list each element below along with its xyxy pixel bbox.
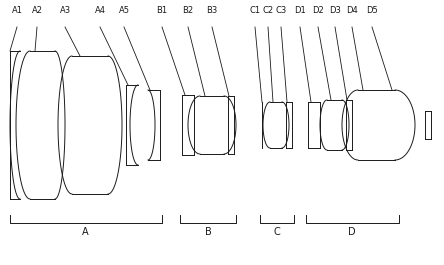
Text: A: A (82, 227, 88, 237)
Text: D4: D4 (346, 6, 358, 15)
Text: D2: D2 (312, 6, 324, 15)
Text: C1: C1 (250, 6, 261, 15)
Text: D3: D3 (329, 6, 341, 15)
Text: B2: B2 (182, 6, 194, 15)
Text: B3: B3 (206, 6, 218, 15)
Text: A2: A2 (32, 6, 43, 15)
Text: A1: A1 (12, 6, 23, 15)
Text: B1: B1 (156, 6, 167, 15)
Text: B: B (205, 227, 211, 237)
Text: C3: C3 (275, 6, 287, 15)
Text: D5: D5 (366, 6, 378, 15)
Text: A5: A5 (119, 6, 130, 15)
Text: D: D (348, 227, 355, 237)
Text: C: C (274, 227, 280, 237)
Text: D1: D1 (294, 6, 306, 15)
Text: C2: C2 (262, 6, 274, 15)
Text: A3: A3 (59, 6, 71, 15)
Text: A4: A4 (95, 6, 106, 15)
